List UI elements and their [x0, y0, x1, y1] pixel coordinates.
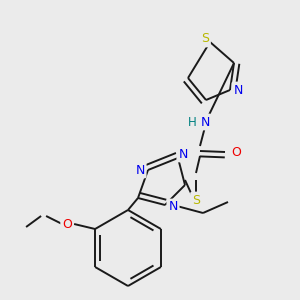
Text: N: N — [135, 164, 145, 176]
Text: N: N — [200, 116, 210, 128]
Text: N: N — [168, 200, 178, 214]
Text: O: O — [62, 218, 72, 230]
Text: S: S — [201, 32, 209, 46]
Text: N: N — [178, 148, 188, 160]
Text: N: N — [233, 83, 243, 97]
Text: S: S — [192, 194, 200, 206]
Text: O: O — [231, 146, 241, 158]
Text: H: H — [188, 116, 196, 128]
